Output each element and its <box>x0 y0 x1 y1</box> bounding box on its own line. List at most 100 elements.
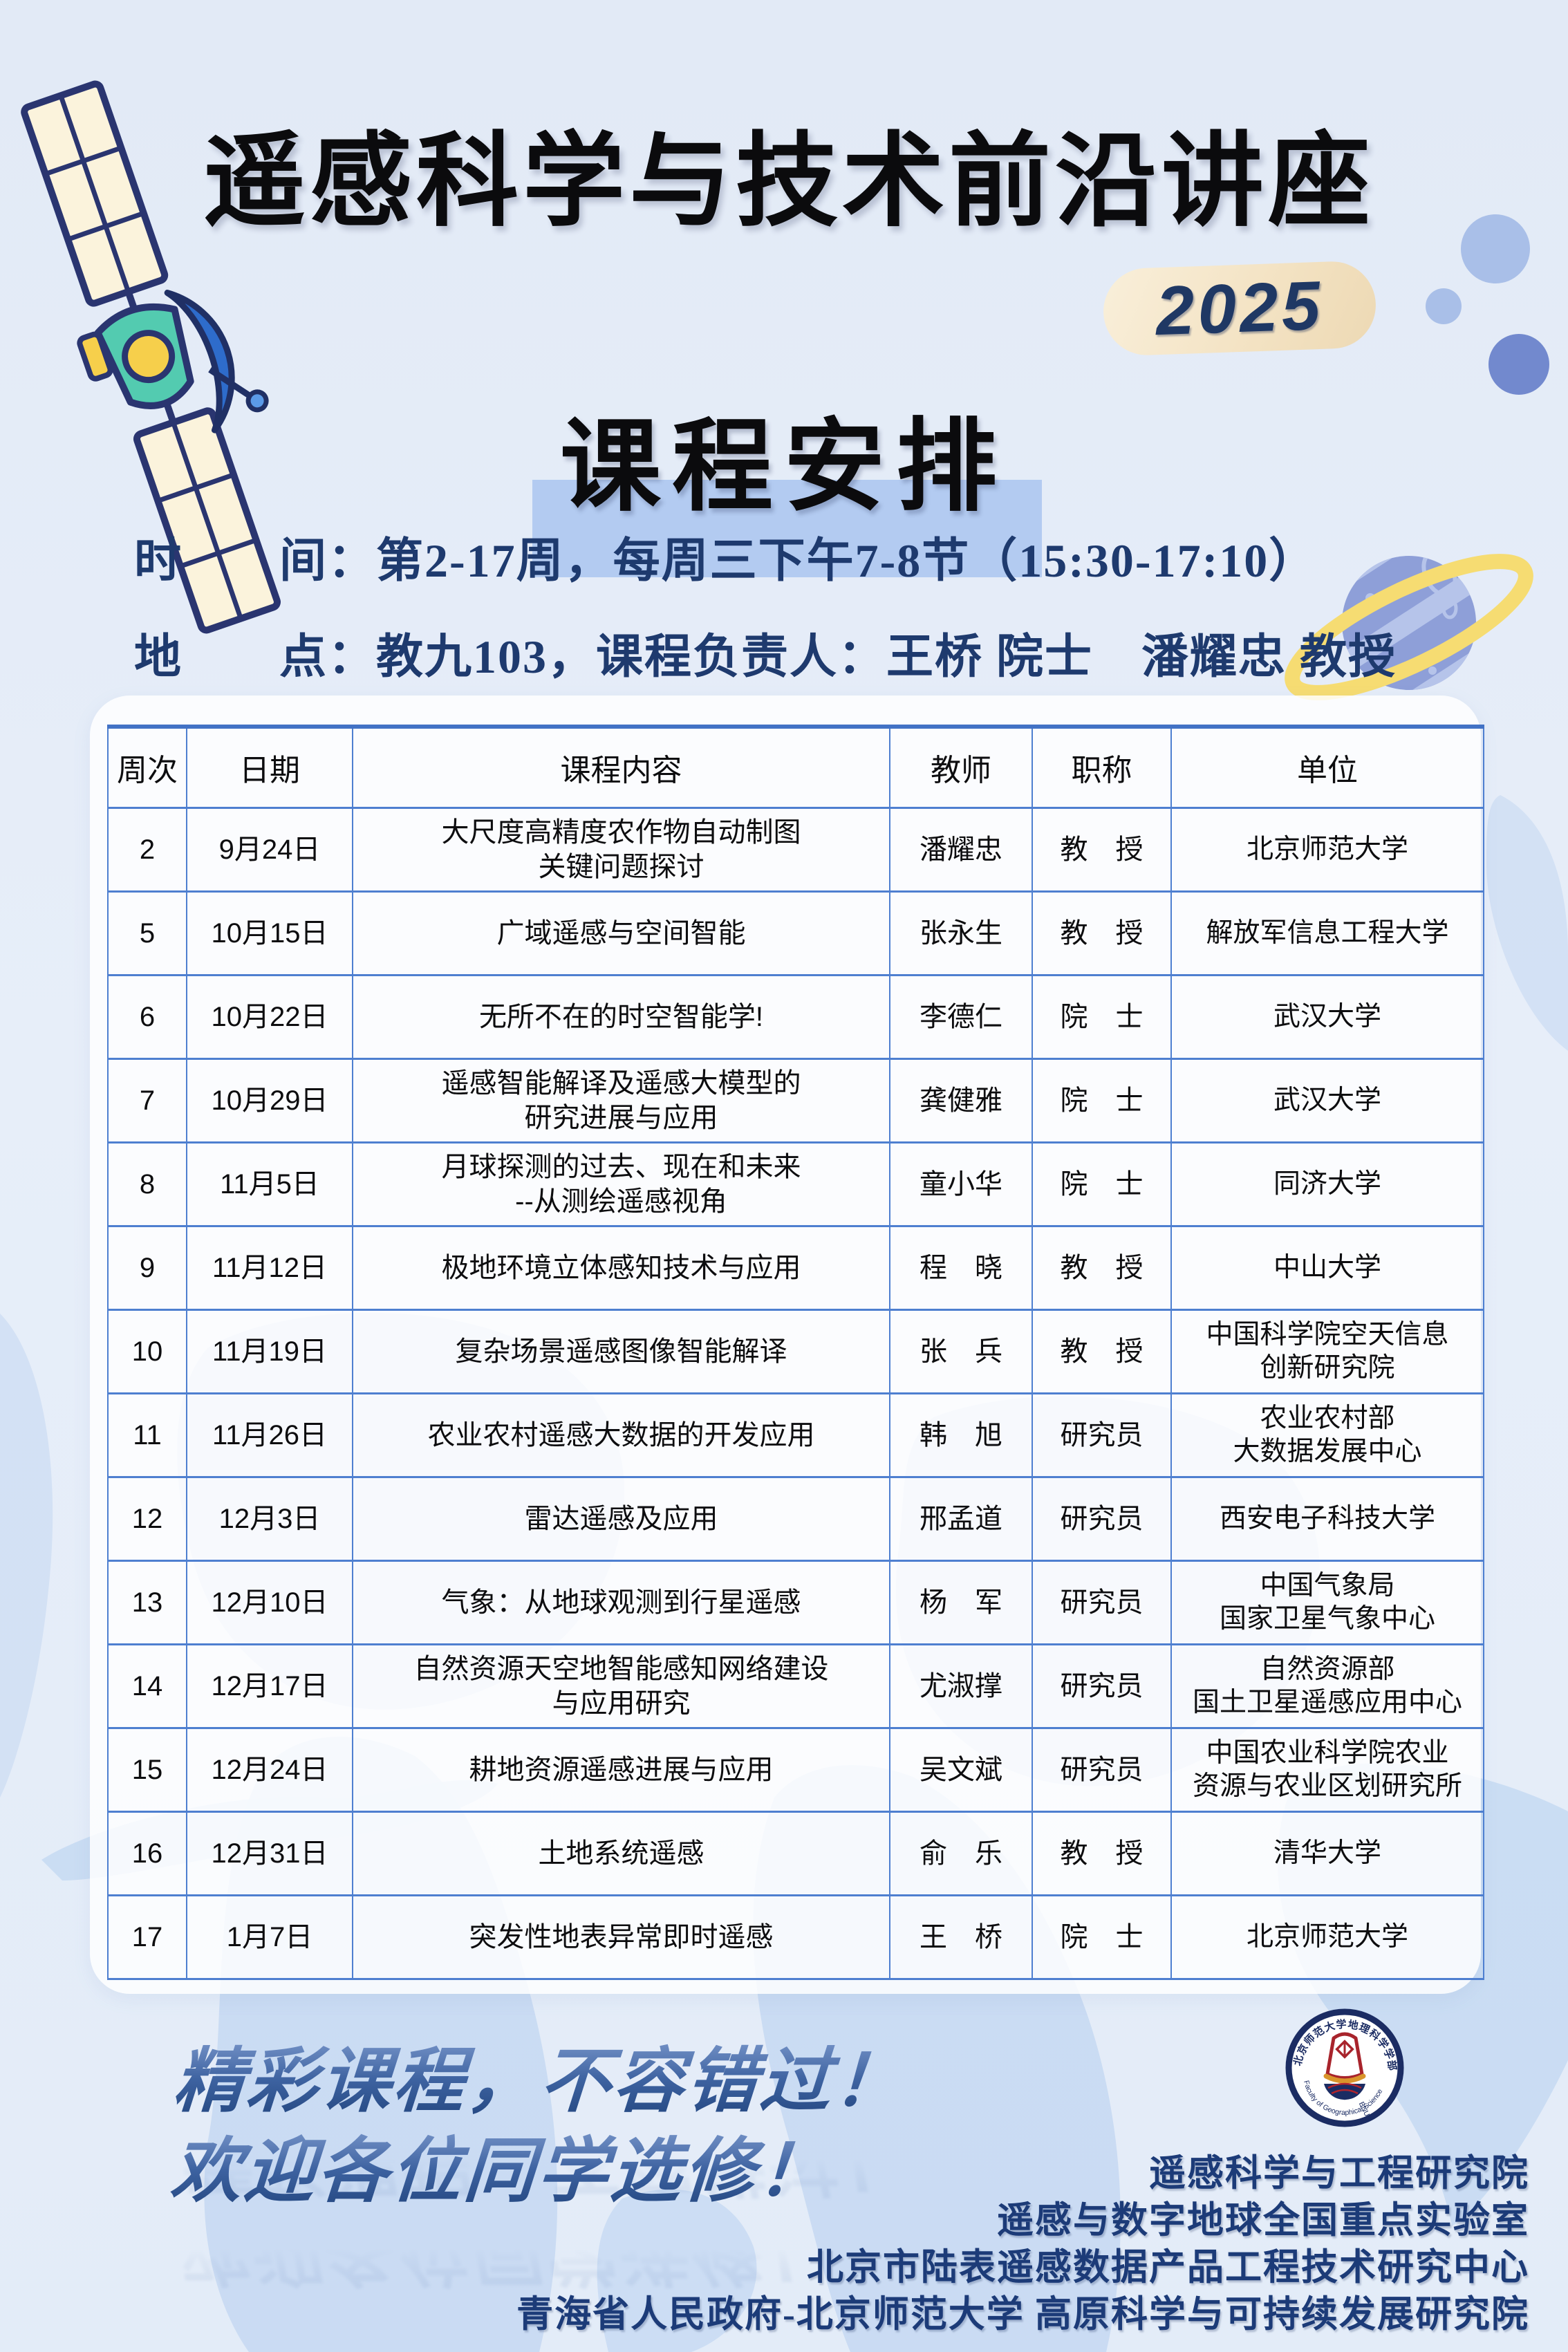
column-header-week: 周次 <box>107 726 187 808</box>
cell-date: 1月7日 <box>186 1894 353 1980</box>
table-row: 7 10月29日 遥感智能解译及遥感大模型的 研究进展与应用 龚健雅院 士武汉大学 <box>107 1057 1484 1143</box>
cell-rank: 研究员 <box>1032 1643 1172 1728</box>
cell-date: 12月24日 <box>186 1726 353 1812</box>
cell-date: 12月3日 <box>186 1475 353 1561</box>
cell-teacher: 潘耀忠 <box>889 806 1033 892</box>
cell-week: 14 <box>107 1643 187 1728</box>
cell-teacher: 王 桥 <box>889 1894 1033 1980</box>
column-header-rank: 职称 <box>1032 726 1172 808</box>
cell-affiliation: 北京师范大学 <box>1170 1894 1484 1980</box>
cell-teacher: 张 兵 <box>889 1308 1033 1394</box>
cell-affiliation: 武汉大学 <box>1170 1057 1484 1143</box>
cell-affiliation: 中国农业科学院农业 资源与农业区划研究所 <box>1170 1726 1484 1812</box>
cell-teacher: 李德仁 <box>889 973 1033 1059</box>
cell-week: 6 <box>107 973 187 1059</box>
cell-topic: 突发性地表异常即时遥感 <box>352 1894 890 1980</box>
cell-week: 5 <box>107 890 187 976</box>
cell-week: 13 <box>107 1559 187 1645</box>
cell-week: 15 <box>107 1726 187 1812</box>
table-row: 17 1月7日 突发性地表异常即时遥感王 桥院 士北京师范大学 <box>107 1894 1484 1980</box>
page-title: 遥感科学与技术前沿讲座 <box>203 124 1374 239</box>
table-row: 11 11月26日 农业农村遥感大数据的开发应用韩 旭研究员 农业农村部 大数据发展中… <box>107 1392 1484 1477</box>
cell-topic: 雷达遥感及应用 <box>352 1475 890 1561</box>
section-title: 课程安排 <box>560 410 1008 523</box>
cell-rank: 教 授 <box>1032 806 1172 892</box>
cell-topic: 极地环境立体感知技术与应用 <box>352 1224 890 1310</box>
organization-list: 遥感科学与工程研究院 遥感与数字地球全国重点实验室 北京市陆表遥感数据产品工程技… <box>216 2150 1529 2338</box>
organization-line: 遥感与数字地球全国重点实验室 <box>997 2201 1529 2241</box>
cell-topic: 大尺度高精度农作物自动制图 关键问题探讨 <box>352 806 890 892</box>
cell-affiliation: 中山大学 <box>1170 1224 1484 1310</box>
cell-affiliation: 同济大学 <box>1170 1141 1484 1226</box>
cell-rank: 院 士 <box>1032 1141 1172 1226</box>
planet-illustration <box>1285 554 1533 700</box>
cell-date: 12月17日 <box>186 1643 353 1728</box>
cell-topic: 月球探测的过去、现在和未来 --从测绘遥感视角 <box>352 1141 890 1226</box>
cell-rank: 院 士 <box>1032 1057 1172 1143</box>
slogan-line-1-wrap: 精彩课程，不容错过！ 精彩课程，不容错过！ <box>171 2024 910 2201</box>
cell-teacher: 杨 军 <box>889 1559 1033 1645</box>
decorative-circle <box>1426 288 1462 324</box>
faculty-logo: 北京师范大学地理科学学部 Faculty of Geographical Sci… <box>1285 2008 1404 2127</box>
cell-week: 17 <box>107 1894 187 1980</box>
cell-teacher: 韩 旭 <box>889 1392 1033 1477</box>
cell-affiliation: 农业农村部 大数据发展中心 <box>1170 1392 1484 1477</box>
table-row: 5 10月15日 广域遥感与空间智能 张永生教 授解放军信息工程大学 <box>107 890 1484 976</box>
column-header-teacher: 教师 <box>889 726 1033 808</box>
cell-affiliation: 西安电子科技大学 <box>1170 1475 1484 1561</box>
cell-date: 11月19日 <box>186 1308 353 1394</box>
cell-date: 11月12日 <box>186 1224 353 1310</box>
cell-rank: 教 授 <box>1032 1224 1172 1310</box>
table-row: 13 12月10日 气象：从地球观测到行星遥感杨 军研究员 中国气象局 国家卫星气象中… <box>107 1559 1484 1645</box>
cell-rank: 院 士 <box>1032 1894 1172 1980</box>
time-line: 时 间：第2-17周，每周三下午7-8节（15:30-17:10） <box>134 534 1318 587</box>
cell-topic: 遥感智能解译及遥感大模型的 研究进展与应用 <box>352 1057 890 1143</box>
cell-teacher: 龚健雅 <box>889 1057 1033 1143</box>
cell-date: 9月24日 <box>186 806 353 892</box>
cell-rank: 研究员 <box>1032 1559 1172 1645</box>
year-badge-text: 2025 <box>1154 266 1325 350</box>
cell-date: 11月5日 <box>186 1141 353 1226</box>
organization-line: 遥感科学与工程研究院 <box>1149 2154 1529 2194</box>
location-line: 地 点：教九103，课程负责人：王桥 院士 潘耀忠 教授 <box>134 631 1397 683</box>
organization-line: 青海省人民政府-北京师范大学 高原科学与可持续发展研究院 <box>516 2295 1529 2335</box>
cell-topic: 自然资源天空地智能感知网络建设 与应用研究 <box>352 1643 890 1728</box>
cell-rank: 教 授 <box>1032 1810 1172 1896</box>
cell-week: 10 <box>107 1308 187 1394</box>
cell-topic: 耕地资源遥感进展与应用 <box>352 1726 890 1812</box>
cell-teacher: 邢孟道 <box>889 1475 1033 1561</box>
cell-rank: 研究员 <box>1032 1475 1172 1561</box>
cell-date: 10月22日 <box>186 973 353 1059</box>
cell-teacher: 尤淑撑 <box>889 1643 1033 1728</box>
decorative-circle <box>1488 334 1549 395</box>
cell-week: 7 <box>107 1057 187 1143</box>
cell-teacher: 吴文斌 <box>889 1726 1033 1812</box>
cell-affiliation: 北京师范大学 <box>1170 806 1484 892</box>
cell-week: 12 <box>107 1475 187 1561</box>
satellite-illustration <box>21 80 281 634</box>
table-row: 8 11月5日 月球探测的过去、现在和未来 --从测绘遥感视角 童小华院 士同济大学 <box>107 1141 1484 1226</box>
table-row: 10 11月19日 复杂场景遥感图像智能解译张 兵教 授中国科学院空天信息 创新研究… <box>107 1308 1484 1394</box>
cell-date: 12月10日 <box>186 1559 353 1645</box>
cell-affiliation: 解放军信息工程大学 <box>1170 890 1484 976</box>
cell-date: 10月29日 <box>186 1057 353 1143</box>
cell-week: 11 <box>107 1392 187 1477</box>
cell-date: 11月26日 <box>186 1392 353 1477</box>
table-row: 2 9月24日 大尺度高精度农作物自动制图 关键问题探讨 潘耀忠教 授北京师范大学 <box>107 806 1484 892</box>
cell-teacher: 俞 乐 <box>889 1810 1033 1896</box>
cell-week: 16 <box>107 1810 187 1896</box>
cell-date: 10月15日 <box>186 890 353 976</box>
table-row: 14 12月17日 自然资源天空地智能感知网络建设 与应用研究 尤淑撑 研究员 自然资源部… <box>107 1643 1484 1728</box>
schedule-table-body: 2 9月24日 大尺度高精度农作物自动制图 关键问题探讨 潘耀忠教 授北京师范大学 5 1… <box>107 806 1484 1980</box>
schedule-header-row: 周次 日期 课程内容 教师 职称 单位 <box>107 726 1484 808</box>
cell-affiliation: 中国科学院空天信息 创新研究院 <box>1170 1308 1484 1394</box>
schedule-table: 周次 日期 课程内容 教师 职称 单位 2 9月24日 大尺度高精度农作物自动制图 关键问题探… <box>107 725 1484 1980</box>
column-header-date: 日期 <box>186 726 353 808</box>
table-row: 9 11月12日 极地环境立体感知技术与应用程 晓教 授中山大学 <box>107 1224 1484 1310</box>
column-header-affiliation: 单位 <box>1170 726 1484 808</box>
cell-topic: 广域遥感与空间智能 <box>352 890 890 976</box>
cell-affiliation: 武汉大学 <box>1170 973 1484 1059</box>
table-row: 16 12月31日 土地系统遥感俞 乐教 授清华大学 <box>107 1810 1484 1896</box>
schedule-table-head: 周次 日期 课程内容 教师 职称 单位 <box>107 726 1484 808</box>
